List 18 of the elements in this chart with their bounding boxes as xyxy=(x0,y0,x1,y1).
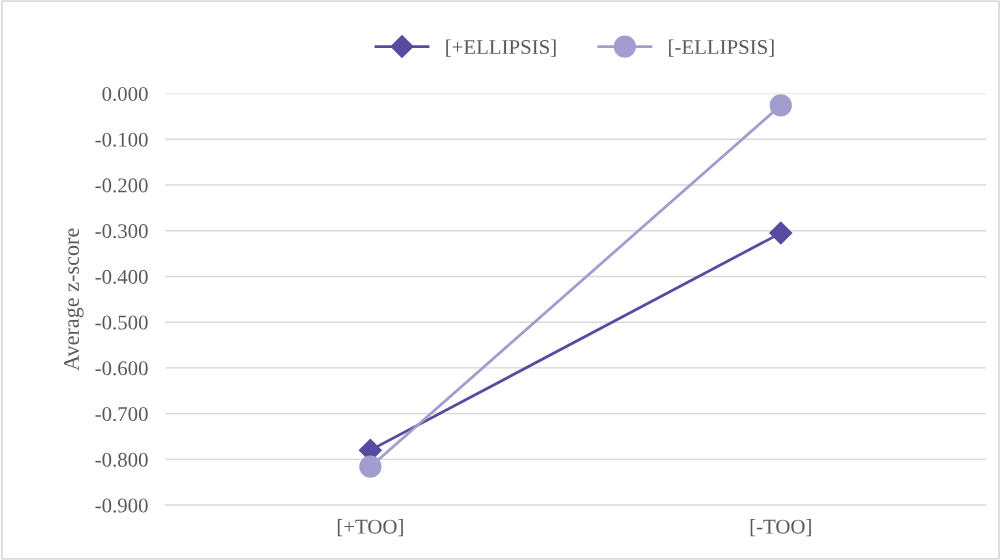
y-axis-title: Average z-score xyxy=(64,228,84,371)
point xyxy=(769,221,793,245)
point xyxy=(769,94,792,117)
legend-label: [+ELLIPSIS] xyxy=(446,39,556,57)
y-tick-label: -0.500 xyxy=(95,315,148,330)
y-tick-label: -0.200 xyxy=(95,178,148,193)
y-tick-label: 0.000 xyxy=(102,86,148,102)
y-tick-label: -0.800 xyxy=(95,452,148,467)
y-tick-label: -0.300 xyxy=(95,224,148,239)
x-tick-label: [+TOO] xyxy=(337,519,403,537)
y-tick-label: -0.700 xyxy=(95,407,148,422)
y-tick-label: -0.600 xyxy=(95,361,148,376)
y-tick-label: -0.400 xyxy=(95,269,148,284)
point xyxy=(359,455,382,478)
legend-label: [-ELLIPSIS] xyxy=(669,39,774,57)
x-tick-label: [-TOO] xyxy=(750,519,811,537)
y-tick-label: -0.900 xyxy=(95,498,148,513)
y-tick-label: -0.100 xyxy=(95,132,148,147)
